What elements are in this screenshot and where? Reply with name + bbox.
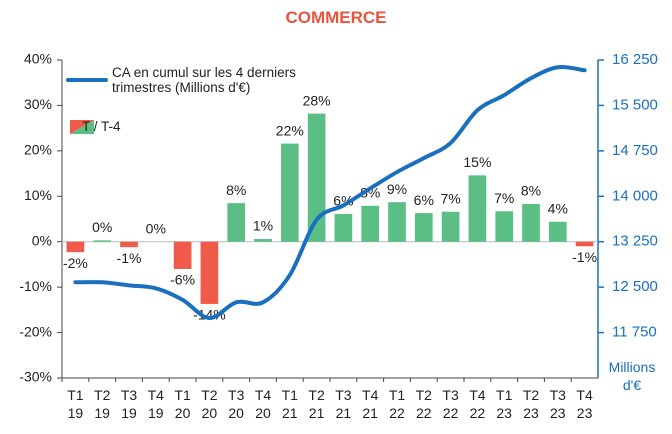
- bar: [120, 241, 138, 248]
- bar: [468, 175, 487, 242]
- y-tick-label: 40%: [24, 51, 52, 67]
- x-tick-label: T4 22: [469, 387, 486, 421]
- x-tick-label: T2 21: [308, 387, 325, 421]
- data-label: 15%: [463, 154, 491, 170]
- bar: [254, 238, 272, 242]
- data-label: 9%: [387, 181, 407, 197]
- bar: [173, 241, 192, 269]
- y-tick-label: 0%: [32, 232, 52, 248]
- y2-axis-label: Millions d'€: [608, 359, 656, 393]
- bar: [575, 241, 594, 247]
- y2-tick-label: 15 500: [612, 96, 658, 113]
- bar: [522, 204, 540, 242]
- bar: [280, 143, 299, 242]
- y2-tick-label: 14 000: [612, 187, 658, 204]
- x-tick-label: T4 19: [147, 387, 164, 421]
- x-tick-label: T2 20: [201, 387, 218, 421]
- data-label: -6%: [170, 272, 195, 288]
- bar: [495, 211, 514, 242]
- line: [73, 65, 587, 321]
- bar: [388, 202, 406, 242]
- legend-bar-swatch-pos: [70, 120, 94, 134]
- y2-tick-label: 11 750: [612, 324, 657, 341]
- y-tick-label: -20%: [19, 323, 52, 339]
- data-label: 8%: [360, 185, 380, 201]
- data-label: 4%: [548, 200, 568, 216]
- x-tick-label: T1 22: [388, 387, 406, 421]
- y-tick-label: -10%: [19, 278, 52, 294]
- data-label: -14%: [193, 307, 226, 323]
- y-tick-label: 10%: [24, 187, 52, 203]
- y2-tick-label: 16 250: [612, 51, 658, 68]
- x-tick-label: T3 23: [549, 387, 566, 421]
- y-tick-label: 30%: [24, 96, 52, 112]
- x-tick-label: T4 21: [362, 387, 379, 421]
- data-label: 6%: [333, 193, 353, 209]
- data-label: 0%: [146, 220, 166, 236]
- x-tick-label: T3 22: [442, 387, 459, 421]
- x-tick-label: T3 20: [228, 387, 245, 421]
- data-label: -2%: [63, 255, 88, 271]
- x-tick-label: T2 19: [94, 387, 111, 421]
- x-tick-label: T1 19: [67, 387, 84, 421]
- bar: [93, 240, 112, 242]
- bar: [334, 214, 353, 242]
- data-label: 8%: [521, 183, 541, 199]
- data-label: -1%: [572, 249, 597, 265]
- data-label: 1%: [253, 218, 273, 234]
- x-tick-label: T2 23: [522, 387, 540, 421]
- data-label: 8%: [226, 182, 246, 198]
- data-label: 28%: [303, 92, 331, 108]
- x-tick-label: T1 21: [281, 387, 298, 421]
- x-tick-label: T4 23: [576, 387, 593, 421]
- y2-tick-label: 13 250: [612, 233, 658, 250]
- bar: [361, 205, 380, 242]
- x-tick-label: T2 22: [415, 387, 432, 421]
- y2-tick-label: 12 500: [612, 278, 658, 295]
- data-label: 7%: [494, 190, 514, 206]
- bar: [227, 203, 246, 242]
- x-tick-label: T4 20: [254, 387, 272, 421]
- data-label: 7%: [440, 190, 460, 206]
- x-tick-label: T1 20: [174, 387, 191, 421]
- y-tick-label: 20%: [24, 142, 52, 158]
- y-tick-label: -30%: [19, 369, 52, 385]
- chart-title: COMMERCE: [285, 8, 387, 27]
- bar: [200, 241, 219, 304]
- data-label: -1%: [117, 250, 142, 266]
- legend-bar-label: T / T-4: [82, 119, 121, 134]
- bar: [414, 213, 433, 242]
- bar: [548, 221, 567, 242]
- bar: [66, 241, 85, 253]
- x-tick-label: T1 23: [496, 387, 513, 421]
- legend-line-label: CA en cumul sur les 4 derniers trimestre…: [112, 65, 296, 95]
- data-label: 22%: [276, 122, 304, 138]
- bar: [441, 211, 460, 242]
- y2-tick-label: 14 750: [612, 142, 658, 159]
- bar: [307, 113, 326, 242]
- x-tick-label: T3 19: [120, 387, 138, 421]
- x-tick-label: T3 21: [335, 387, 352, 421]
- data-label: 0%: [92, 219, 112, 235]
- data-label: 6%: [414, 192, 434, 208]
